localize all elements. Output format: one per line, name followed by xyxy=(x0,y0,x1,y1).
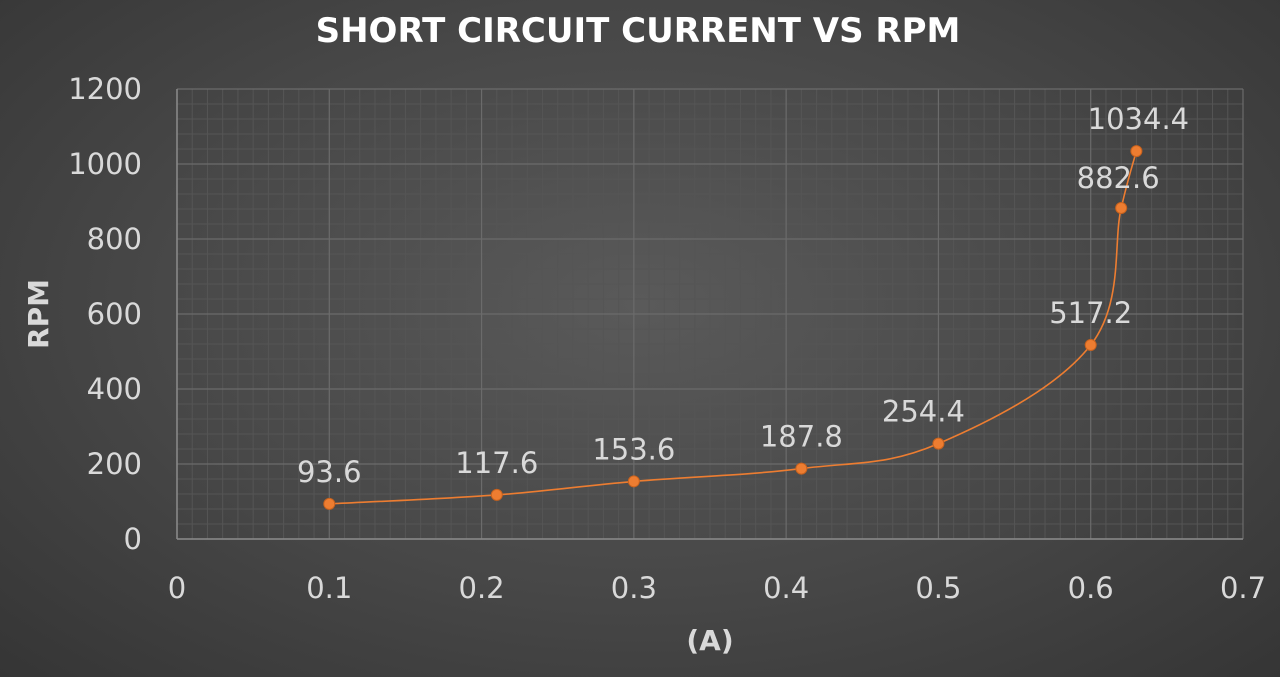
data-label: 517.2 xyxy=(1049,296,1132,330)
data-point xyxy=(1130,145,1143,158)
data-point xyxy=(490,488,503,501)
data-point xyxy=(1084,339,1097,352)
y-tick-label: 200 xyxy=(87,447,142,481)
data-point xyxy=(932,437,945,450)
data-label: 153.6 xyxy=(592,432,675,466)
data-point xyxy=(1115,202,1128,215)
y-tick-label: 1000 xyxy=(68,147,142,181)
data-label: 93.6 xyxy=(297,455,362,489)
series-line xyxy=(329,150,1138,505)
data-labels: 93.6 117.6 153.6 187.8 254.4 517.2 882.6 1034.4 xyxy=(297,102,1189,489)
y-tick-label: 600 xyxy=(87,297,142,331)
data-label: 187.8 xyxy=(760,420,843,454)
x-tick-label: 0.3 xyxy=(611,571,657,605)
data-label: 1034.4 xyxy=(1088,102,1189,136)
x-tick-label: 0 xyxy=(168,571,186,605)
data-label: 254.4 xyxy=(882,395,965,429)
x-tick-label: 0.2 xyxy=(459,571,505,605)
data-point xyxy=(323,497,336,510)
axes xyxy=(176,89,1243,540)
data-label: 117.6 xyxy=(455,446,538,480)
x-tick-label: 0.1 xyxy=(306,571,352,605)
y-tick-label: 400 xyxy=(87,372,142,406)
data-point xyxy=(795,462,808,475)
y-tick-label: 800 xyxy=(87,222,142,256)
x-tick-label: 0.4 xyxy=(763,571,809,605)
x-tick-label: 0.6 xyxy=(1068,571,1114,605)
y-tick-label: 0 xyxy=(124,522,142,556)
tick-labels: 0 0.1 0.2 0.3 0.4 0.5 0.6 0.7 0 200 400 600 800 1000 1… xyxy=(68,72,1266,605)
series-layer xyxy=(323,145,1143,510)
data-label: 882.6 xyxy=(1077,161,1160,195)
data-point xyxy=(627,475,640,488)
x-tick-label: 0.7 xyxy=(1220,571,1266,605)
y-axis-title: RPM xyxy=(22,279,55,349)
chart-title: SHORT CIRCUIT CURRENT VS RPM xyxy=(316,11,961,51)
x-tick-label: 0.5 xyxy=(915,571,961,605)
x-axis-title: (A) xyxy=(686,624,733,657)
y-tick-label: 1200 xyxy=(68,72,142,106)
